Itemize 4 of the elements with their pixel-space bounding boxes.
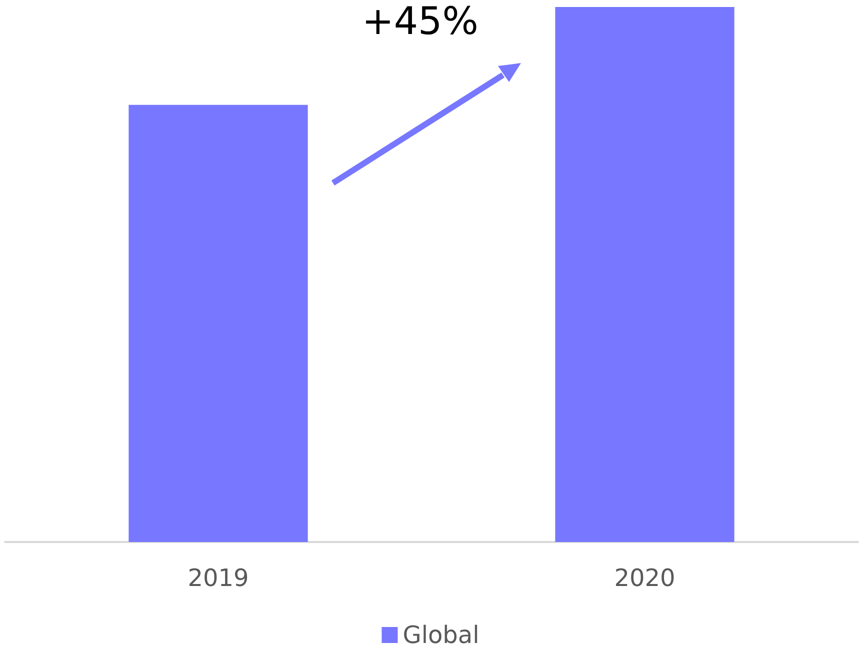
- annotation: +45%: [362, 0, 478, 43]
- x-tick-label: 2019: [188, 564, 249, 592]
- x-tick-label: 2020: [614, 564, 676, 592]
- legend-label: Global: [402, 621, 480, 649]
